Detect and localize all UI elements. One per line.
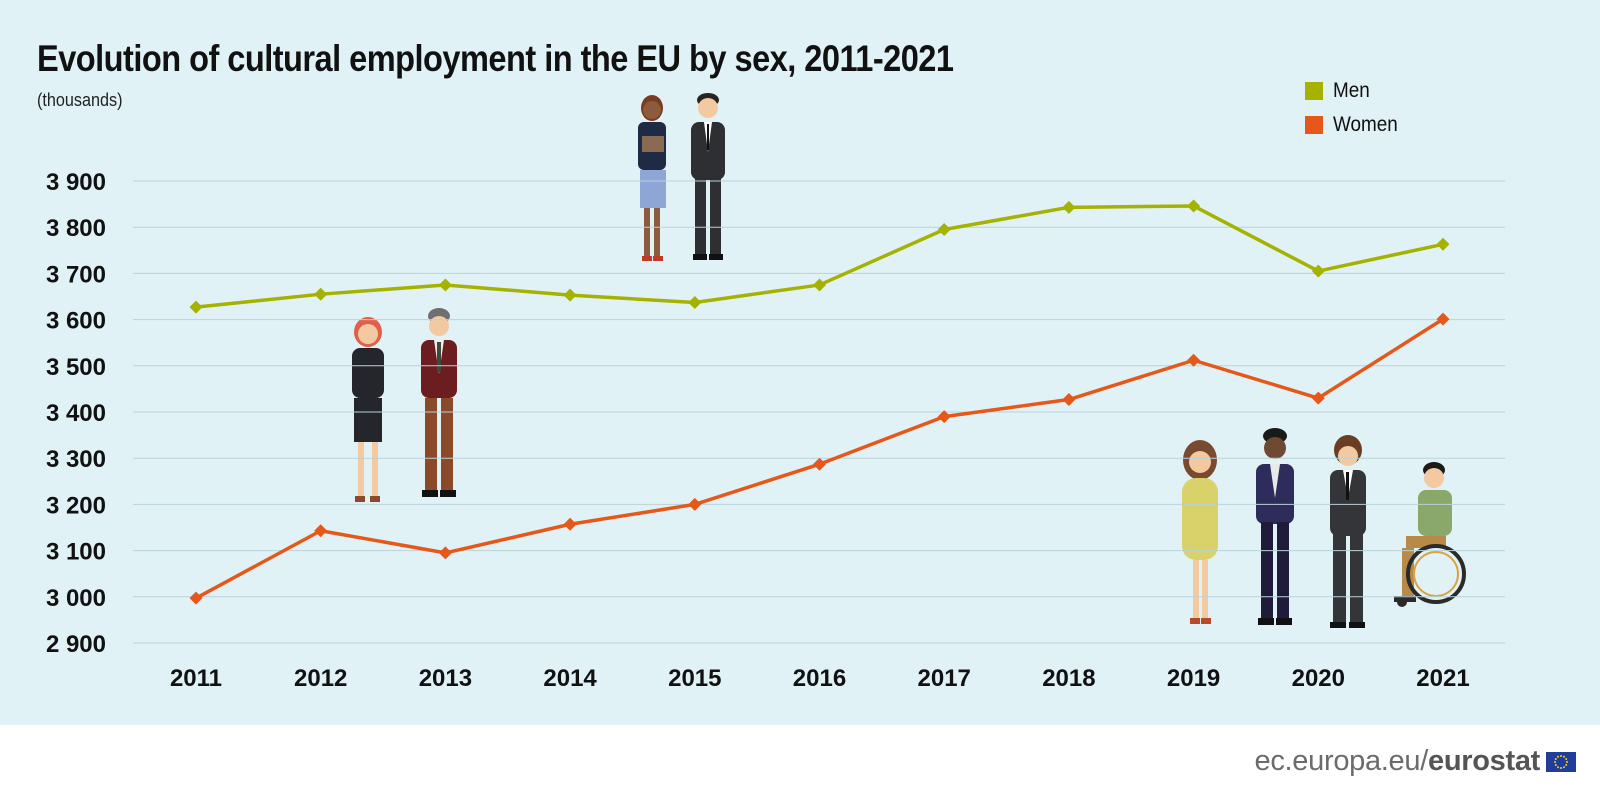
x-tick-label: 2020 [1292, 665, 1345, 692]
y-axis: 2 900 3 000 3 100 3 200 3 300 3 400 3 500 3 600… [46, 169, 106, 658]
x-tick-label: 2017 [918, 665, 971, 692]
data-point-men [314, 287, 328, 301]
data-point-women [189, 591, 203, 605]
y-tick-label: 3 100 [46, 539, 106, 566]
x-tick-label: 2018 [1042, 665, 1095, 692]
data-point-men [1187, 199, 1201, 213]
x-tick-label: 2019 [1167, 665, 1220, 692]
data-point-men [688, 296, 702, 310]
x-tick-label: 2011 [170, 665, 222, 692]
data-point-men [813, 278, 826, 292]
x-tick-label: 2014 [543, 665, 597, 692]
legend-item-women: Women [1305, 108, 1405, 142]
legend-item-men: Men [1305, 74, 1405, 108]
x-tick-label: 2012 [294, 665, 347, 692]
data-point-men [438, 278, 452, 292]
series-line-men [195, 204, 1444, 309]
chart-subtitle: (thousands) [37, 90, 123, 110]
legend: Men Women [1305, 74, 1405, 142]
people-illustration-middle [352, 308, 457, 502]
y-tick-label: 3 700 [46, 261, 106, 288]
footer-site[interactable]: ec.europa.eu/ [1254, 745, 1429, 777]
x-tick-label: 2021 [1416, 665, 1469, 692]
data-point-women [563, 517, 577, 531]
x-tick-label: 2016 [793, 665, 846, 692]
y-tick-label: 3 000 [46, 585, 106, 612]
legend-swatch-men [1305, 82, 1323, 100]
y-tick-label: 3 800 [46, 215, 106, 242]
data-point-women [314, 524, 328, 538]
grid-lines [133, 180, 1505, 644]
x-axis: 2011 2012 2013 2014 2015 2016 2017 2018 2019 2020… [170, 665, 1470, 692]
y-tick-label: 2 900 [46, 631, 106, 658]
eu-flag-icon [1546, 751, 1576, 772]
y-tick-label: 3 900 [46, 169, 106, 196]
data-point-women [813, 457, 826, 471]
data-point-women [1436, 312, 1450, 326]
data-point-women [438, 546, 452, 560]
data-point-men [1311, 264, 1325, 278]
people-illustration-top [638, 93, 725, 261]
data-point-women [688, 497, 702, 511]
legend-label-women: Women [1333, 113, 1398, 136]
data-point-men [1436, 237, 1450, 251]
y-tick-label: 3 200 [46, 492, 106, 519]
footer-brand[interactable]: eurostat [1427, 745, 1540, 777]
legend-label-men: Men [1333, 79, 1370, 102]
data-point-men [937, 223, 951, 237]
chart-title: Evolution of cultural employment in the … [37, 38, 954, 79]
x-tick-label: 2013 [419, 665, 472, 692]
y-tick-label: 3 300 [46, 446, 106, 473]
data-point-men [189, 300, 203, 314]
people-illustration-bottom [1182, 428, 1466, 628]
data-point-men [563, 288, 577, 302]
y-tick-label: 3 600 [46, 308, 106, 335]
footer: ec.europa.eu/ eurostat [1255, 745, 1576, 778]
data-point-women [1311, 391, 1325, 405]
x-tick-label: 2015 [668, 665, 721, 692]
y-tick-label: 3 500 [46, 354, 106, 381]
legend-swatch-women [1305, 116, 1323, 134]
series-layer [189, 199, 1450, 605]
data-point-women [1062, 393, 1076, 407]
data-point-women [1187, 353, 1201, 367]
data-point-men [1062, 200, 1076, 214]
line-chart: 2 900 3 000 3 100 3 200 3 300 3 400 3 500 3 600… [46, 93, 1505, 692]
data-point-women [937, 410, 951, 424]
y-tick-label: 3 400 [46, 400, 106, 427]
